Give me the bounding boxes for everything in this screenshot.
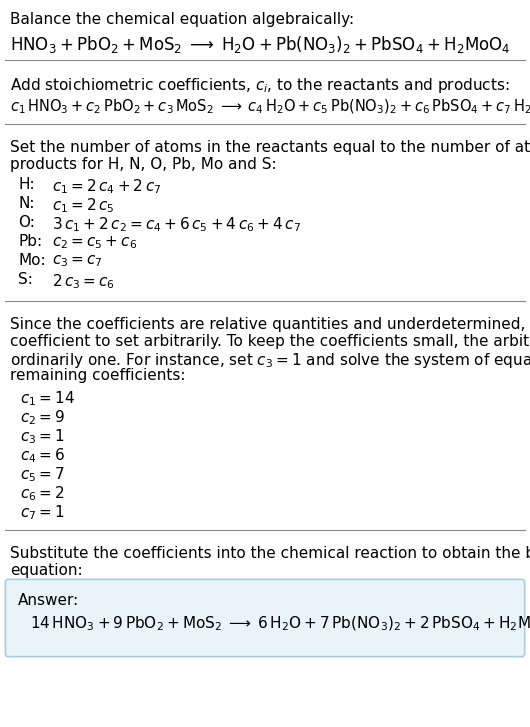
Text: $14\,\mathrm{HNO_3} + 9\,\mathrm{PbO_2} + \mathrm{MoS_2} \;\longrightarrow\; 6\,: $14\,\mathrm{HNO_3} + 9\,\mathrm{PbO_2} …: [30, 615, 530, 633]
Text: equation:: equation:: [10, 563, 83, 578]
Text: $\mathrm{HNO_3 + PbO_2 + MoS_2 \;\longrightarrow\; H_2O + Pb(NO_3)_2 + PbSO_4 + : $\mathrm{HNO_3 + PbO_2 + MoS_2 \;\longri…: [10, 34, 510, 55]
Text: Pb:: Pb:: [18, 234, 42, 249]
Text: Substitute the coefficients into the chemical reaction to obtain the balanced: Substitute the coefficients into the che…: [10, 546, 530, 561]
Text: coefficient to set arbitrarily. To keep the coefficients small, the arbitrary va: coefficient to set arbitrarily. To keep …: [10, 334, 530, 349]
FancyBboxPatch shape: [5, 579, 525, 656]
Text: $2\,c_3 = c_6$: $2\,c_3 = c_6$: [52, 272, 115, 291]
Text: S:: S:: [18, 272, 33, 287]
Text: $c_6 = 2$: $c_6 = 2$: [20, 484, 65, 502]
Text: H:: H:: [18, 177, 34, 192]
Text: $3\,c_1 + 2\,c_2 = c_4 + 6\,c_5 + 4\,c_6 + 4\,c_7$: $3\,c_1 + 2\,c_2 = c_4 + 6\,c_5 + 4\,c_6…: [52, 215, 301, 233]
Text: products for H, N, O, Pb, Mo and S:: products for H, N, O, Pb, Mo and S:: [10, 157, 277, 172]
Text: $c_7 = 1$: $c_7 = 1$: [20, 503, 65, 522]
Text: $c_5 = 7$: $c_5 = 7$: [20, 465, 65, 483]
Text: Answer:: Answer:: [18, 593, 80, 608]
Text: Since the coefficients are relative quantities and underdetermined, choose a: Since the coefficients are relative quan…: [10, 317, 530, 332]
Text: remaining coefficients:: remaining coefficients:: [10, 368, 185, 383]
Text: $c_2 = 9$: $c_2 = 9$: [20, 408, 65, 427]
Text: Set the number of atoms in the reactants equal to the number of atoms in the: Set the number of atoms in the reactants…: [10, 140, 530, 155]
Text: $c_2 = c_5 + c_6$: $c_2 = c_5 + c_6$: [52, 234, 137, 251]
Text: $c_1\,\mathrm{HNO_3} + c_2\,\mathrm{PbO_2} + c_3\,\mathrm{MoS_2} \;\longrightarr: $c_1\,\mathrm{HNO_3} + c_2\,\mathrm{PbO_…: [10, 98, 530, 116]
Text: $c_1 = 2\,c_4 + 2\,c_7$: $c_1 = 2\,c_4 + 2\,c_7$: [52, 177, 161, 196]
Text: O:: O:: [18, 215, 35, 230]
Text: $c_3 = 1$: $c_3 = 1$: [20, 427, 65, 446]
Text: Mo:: Mo:: [18, 253, 46, 268]
Text: $c_4 = 6$: $c_4 = 6$: [20, 446, 65, 465]
Text: $c_1 = 14$: $c_1 = 14$: [20, 389, 75, 408]
Text: $c_3 = c_7$: $c_3 = c_7$: [52, 253, 103, 269]
Text: N:: N:: [18, 196, 34, 211]
Text: Balance the chemical equation algebraically:: Balance the chemical equation algebraica…: [10, 12, 354, 27]
Text: Add stoichiometric coefficients, $c_i$, to the reactants and products:: Add stoichiometric coefficients, $c_i$, …: [10, 76, 509, 95]
Text: $c_1 = 2\,c_5$: $c_1 = 2\,c_5$: [52, 196, 114, 214]
Text: ordinarily one. For instance, set $c_3 = 1$ and solve the system of equations fo: ordinarily one. For instance, set $c_3 =…: [10, 351, 530, 370]
